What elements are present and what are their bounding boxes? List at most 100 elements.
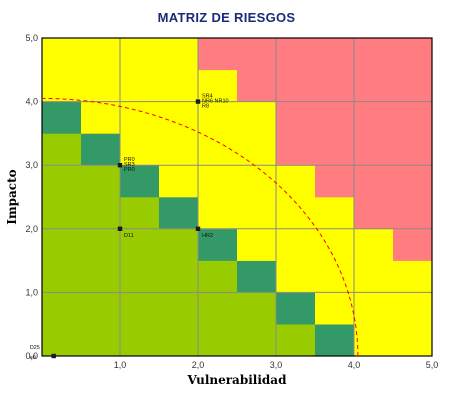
risk-cell bbox=[198, 38, 238, 71]
risk-cell bbox=[81, 101, 121, 134]
y-tick-label: 0,0 bbox=[25, 351, 38, 361]
risk-cell bbox=[159, 38, 199, 71]
data-point-label: PR0 bbox=[124, 167, 135, 173]
x-tick-label: 4,0 bbox=[348, 360, 361, 370]
grid-lines bbox=[42, 38, 432, 356]
y-tick-label: 5,0 bbox=[25, 33, 38, 43]
risk-cell bbox=[42, 133, 82, 166]
y-tick-label: 2,0 bbox=[25, 224, 38, 234]
risk-cell bbox=[120, 165, 160, 198]
risk-cell bbox=[315, 260, 355, 293]
risk-cell bbox=[237, 292, 277, 325]
x-tick-labels: 1,0 2,0 3,0 4,0 5,0 bbox=[114, 360, 439, 370]
risk-cell bbox=[315, 69, 355, 102]
risk-cell bbox=[237, 133, 277, 166]
risk-cell bbox=[81, 133, 121, 166]
risk-cell bbox=[42, 101, 82, 134]
risk-cells bbox=[42, 38, 433, 357]
risk-cell bbox=[198, 197, 238, 230]
risk-cell bbox=[276, 38, 316, 71]
risk-cell bbox=[393, 101, 433, 134]
risk-cell bbox=[276, 260, 316, 293]
risk-cell bbox=[198, 292, 238, 325]
risk-cell bbox=[81, 324, 121, 357]
risk-cell bbox=[315, 101, 355, 134]
risk-cell bbox=[81, 69, 121, 102]
risk-cell bbox=[81, 197, 121, 230]
risk-cell bbox=[393, 324, 433, 357]
x-axis-label: Vulnerabilidad bbox=[187, 373, 288, 387]
chart-title: MATRIZ DE RIESGOS bbox=[157, 10, 296, 25]
y-axis-label: Impacto bbox=[5, 169, 19, 224]
data-point bbox=[117, 226, 123, 231]
risk-cell bbox=[81, 292, 121, 325]
risk-cell bbox=[159, 133, 199, 166]
risk-cell bbox=[354, 260, 394, 293]
risk-cell bbox=[276, 101, 316, 134]
risk-cell bbox=[159, 165, 199, 198]
plot-border bbox=[41, 37, 433, 357]
risk-cell bbox=[198, 165, 238, 198]
risk-cell bbox=[315, 228, 355, 261]
risk-cell bbox=[393, 38, 433, 71]
data-point-label: SR3 bbox=[124, 162, 135, 168]
risk-cell bbox=[159, 324, 199, 357]
risk-cell bbox=[276, 133, 316, 166]
risk-cell bbox=[393, 228, 433, 261]
risk-cell bbox=[315, 324, 355, 357]
risk-cell bbox=[237, 260, 277, 293]
x-tick-label: 3,0 bbox=[270, 360, 283, 370]
risk-cell bbox=[237, 165, 277, 198]
risk-cell bbox=[198, 228, 238, 261]
data-point-label: PR0 bbox=[124, 157, 135, 163]
risk-cell bbox=[159, 197, 199, 230]
risk-cell bbox=[315, 292, 355, 325]
risk-cell bbox=[237, 69, 277, 102]
risk-cell bbox=[393, 260, 433, 293]
risk-cell bbox=[198, 101, 238, 134]
y-tick-label: 1,0 bbox=[25, 287, 38, 297]
risk-cell bbox=[81, 228, 121, 261]
risk-cell bbox=[354, 228, 394, 261]
data-point bbox=[117, 163, 123, 168]
x-tick-label: 5,0 bbox=[426, 360, 439, 370]
y-tick-label: 4,0 bbox=[25, 97, 38, 107]
risk-cell bbox=[315, 38, 355, 71]
risk-cell bbox=[198, 324, 238, 357]
risk-cell bbox=[159, 69, 199, 102]
risk-cell bbox=[315, 133, 355, 166]
risk-cell bbox=[237, 197, 277, 230]
risk-cell bbox=[354, 38, 394, 71]
risk-cell bbox=[237, 38, 277, 71]
risk-cell bbox=[159, 260, 199, 293]
risk-cell bbox=[120, 101, 160, 134]
x-tick-label: 2,0 bbox=[192, 360, 205, 370]
y-tick-labels: 0,0 1,0 2,0 3,0 4,0 5,0 bbox=[25, 33, 38, 361]
data-point-label: NR6 NR10 bbox=[202, 99, 229, 105]
risk-cell bbox=[354, 133, 394, 166]
data-point-label: D25 bbox=[30, 345, 40, 351]
risk-cell bbox=[393, 133, 433, 166]
risk-cell bbox=[159, 292, 199, 325]
risk-cell bbox=[120, 38, 160, 71]
risk-cell bbox=[276, 292, 316, 325]
risk-cell bbox=[354, 197, 394, 230]
medium-risk-curve bbox=[41, 97, 359, 357]
data-point bbox=[195, 226, 201, 231]
risk-cell bbox=[237, 228, 277, 261]
risk-cell bbox=[198, 69, 238, 102]
risk-cell bbox=[354, 69, 394, 102]
data-point bbox=[195, 99, 201, 104]
data-point-label: R8 bbox=[202, 104, 209, 110]
y-tick-label: 3,0 bbox=[25, 160, 38, 170]
data-point bbox=[51, 353, 56, 359]
risk-cell bbox=[159, 101, 199, 134]
risk-cell bbox=[42, 324, 82, 357]
risk-cell bbox=[81, 38, 121, 71]
risk-cell bbox=[393, 69, 433, 102]
risk-cell bbox=[276, 324, 316, 357]
risk-cell bbox=[120, 324, 160, 357]
risk-cell bbox=[42, 228, 82, 261]
data-point-label: D11 bbox=[124, 233, 134, 239]
